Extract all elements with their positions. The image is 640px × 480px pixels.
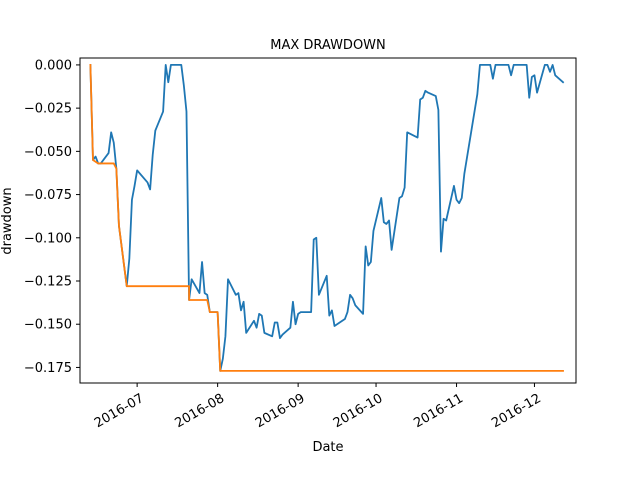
- y-tick-label: −0.125: [24, 275, 72, 290]
- y-tick-label: −0.075: [24, 188, 72, 203]
- y-tick-label: −0.025: [24, 102, 72, 117]
- series-line-2: [89, 63, 564, 372]
- chart-title: MAX DRAWDOWN: [270, 38, 386, 53]
- plot-area: [89, 63, 565, 372]
- series-line-1: [89, 63, 565, 372]
- x-axis-title: Date: [312, 440, 343, 455]
- y-tick-label: −0.150: [24, 318, 72, 333]
- y-axis: 0.000 −0.025 −0.050 −0.075 −0.100 −0.125 −0.15…: [24, 58, 80, 376]
- y-tick-label: −0.050: [24, 145, 72, 160]
- y-tick-label: −0.175: [24, 361, 72, 376]
- y-axis-title: drawdown: [0, 187, 15, 254]
- plot-frame: [79, 57, 577, 384]
- y-tick-label: −0.100: [24, 231, 72, 246]
- y-tick-label: 0.000: [35, 58, 72, 73]
